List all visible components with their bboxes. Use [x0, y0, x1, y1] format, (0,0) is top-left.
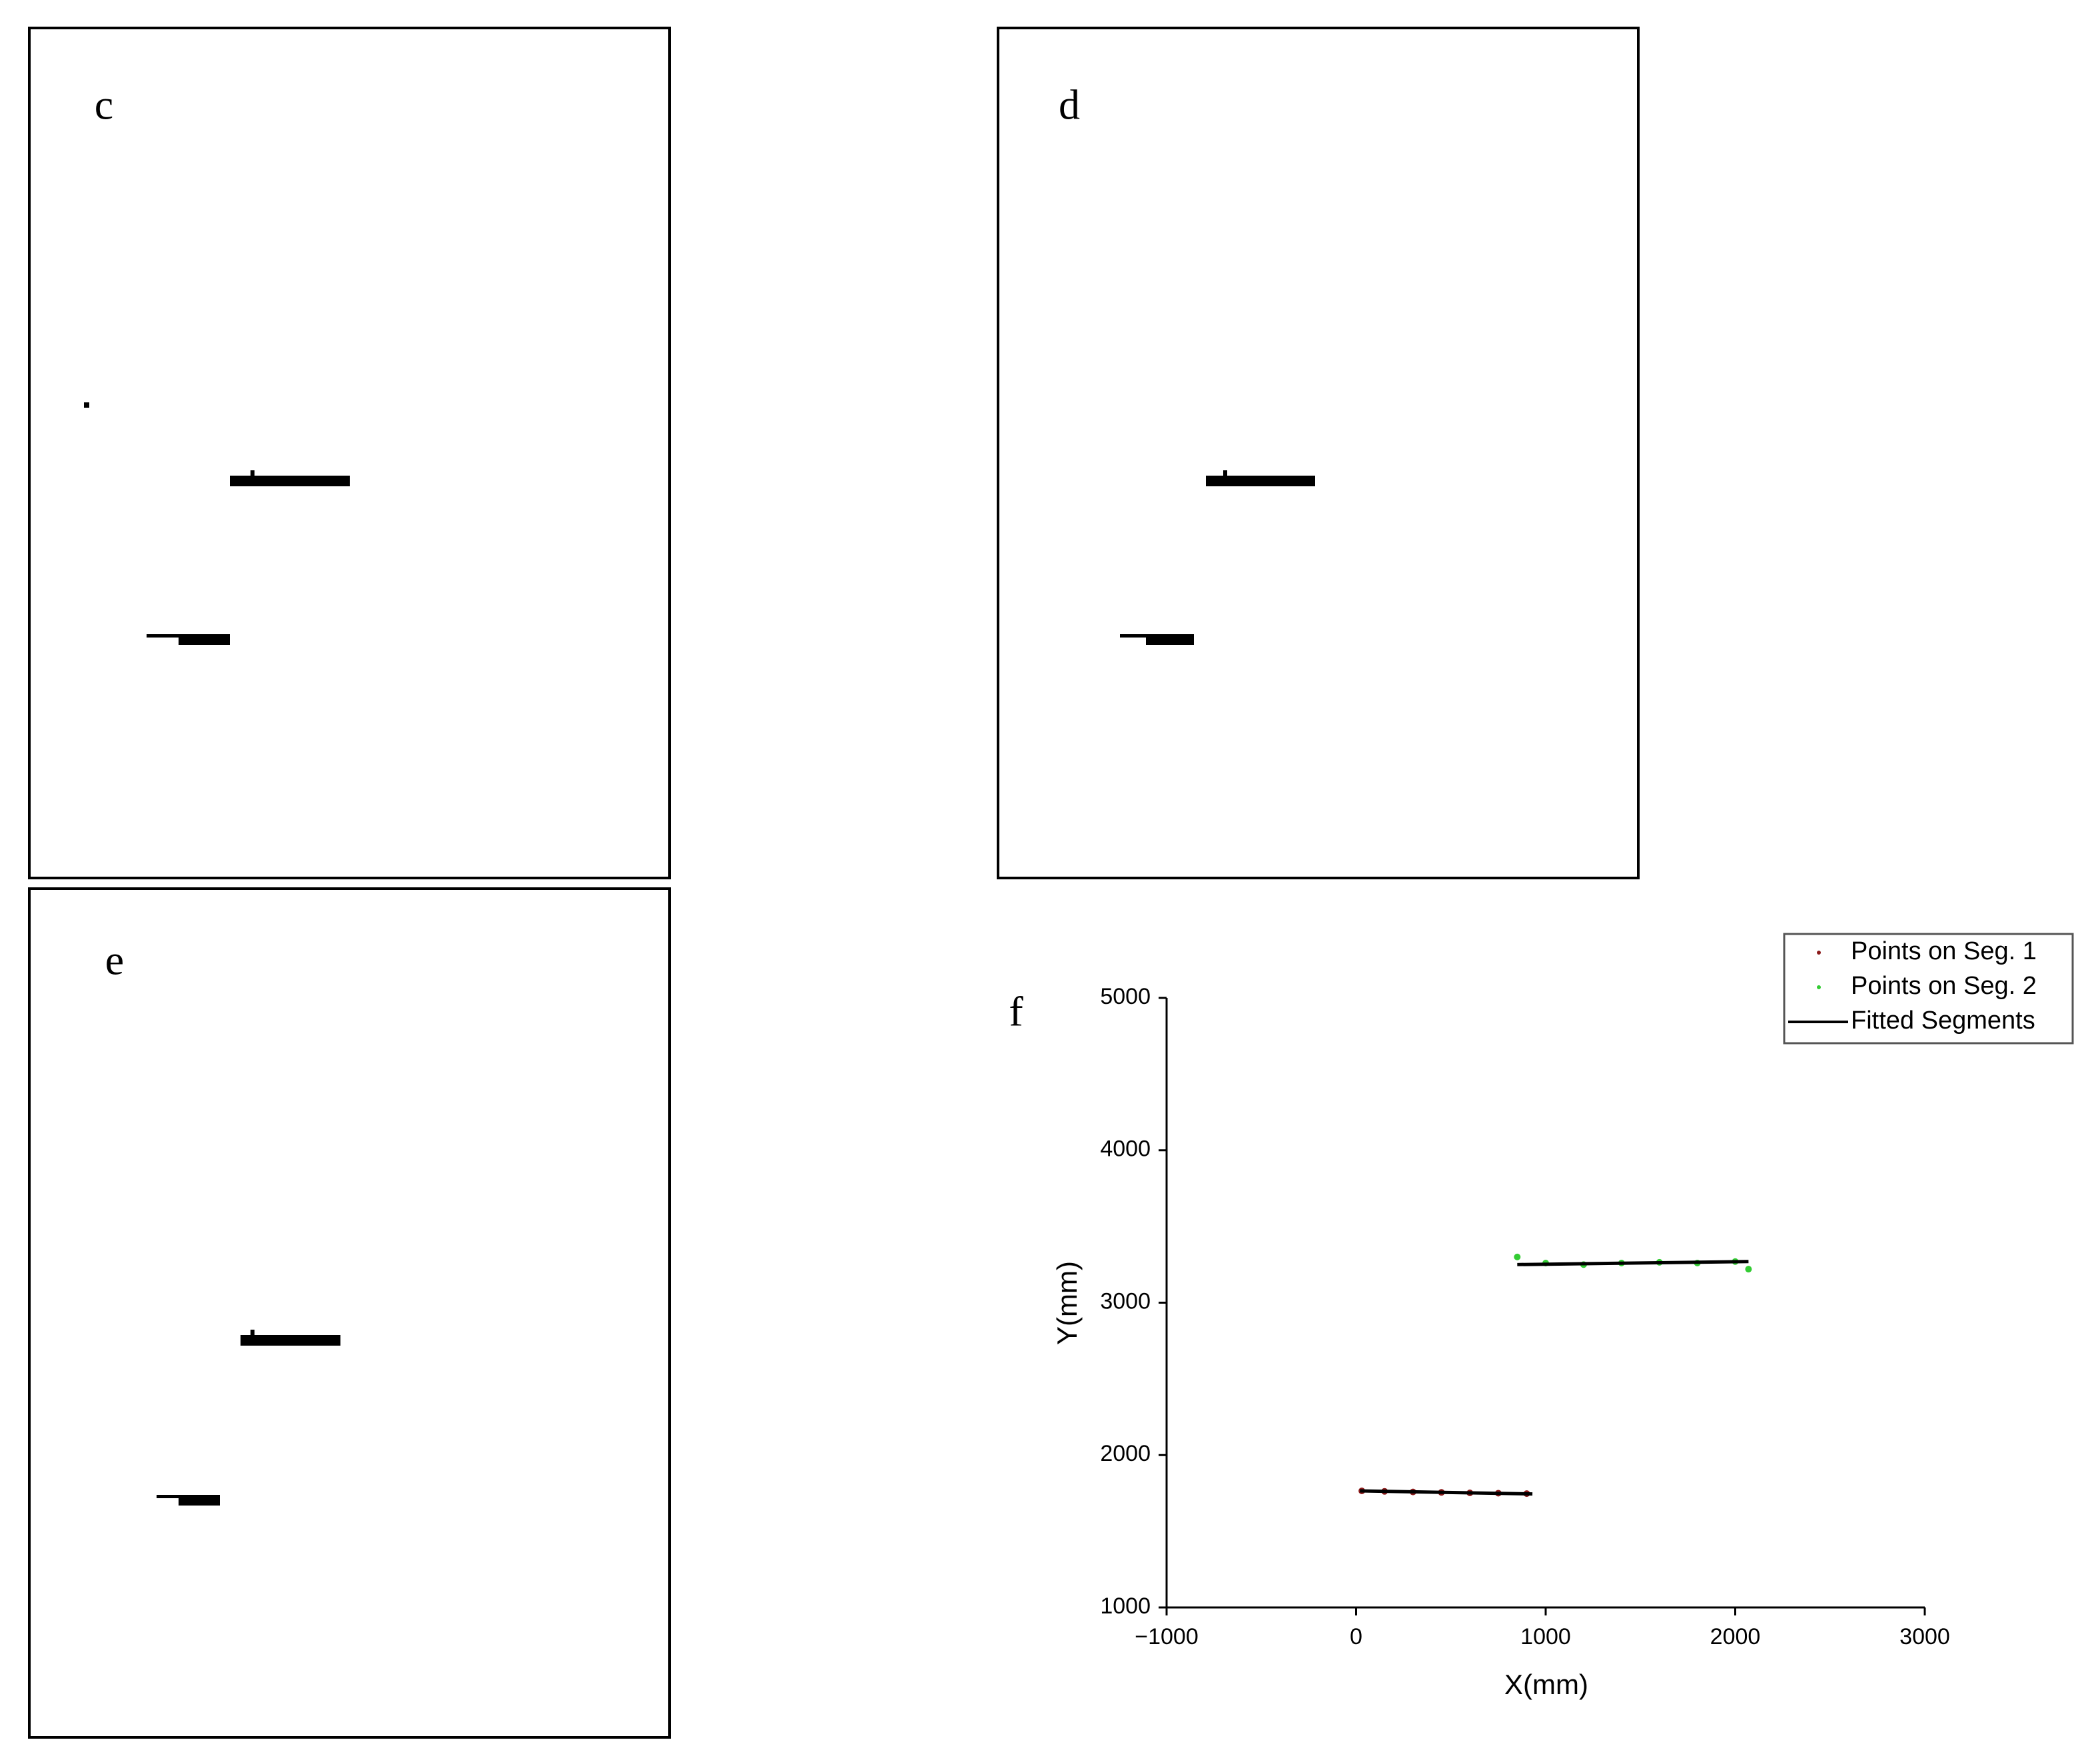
- blob: [1120, 634, 1147, 638]
- point: [1514, 1253, 1521, 1260]
- blob: [1146, 634, 1194, 645]
- y-tick-label: 5000: [1100, 984, 1151, 1009]
- panel-frame: [997, 27, 1640, 879]
- legend-box: [1783, 933, 2074, 1045]
- legend-label: Fitted Segments: [1851, 1007, 2035, 1035]
- legend-label: Points on Seg. 1: [1851, 937, 2037, 965]
- panel-label: d: [1059, 81, 1080, 129]
- y-tick-label: 3000: [1100, 1288, 1151, 1314]
- blob: [1206, 476, 1315, 486]
- blob: [251, 470, 255, 477]
- blob: [1223, 470, 1227, 477]
- blob: [147, 634, 180, 638]
- panel-label: e: [105, 937, 124, 984]
- y-tick-label: 4000: [1100, 1136, 1151, 1162]
- blob: [179, 1495, 220, 1506]
- legend-swatch: [1817, 985, 1821, 989]
- x-tick-label: 0: [1350, 1624, 1362, 1649]
- segment-blobs: [84, 402, 1315, 1506]
- legend-swatch: [1817, 951, 1821, 955]
- legend-label: Points on Seg. 2: [1851, 972, 2037, 1000]
- panel-label: f: [1009, 988, 1023, 1035]
- x-tick-label: −1000: [1135, 1624, 1199, 1649]
- fitted-line: [1360, 1260, 1749, 1496]
- blob: [230, 476, 350, 486]
- blob: [251, 1330, 255, 1336]
- y-tick-label: 1000: [1100, 1593, 1151, 1619]
- x-tick-label: 3000: [1899, 1624, 1950, 1649]
- point: [1745, 1266, 1752, 1273]
- x-axis-label: X(mm): [1504, 1669, 1588, 1700]
- x-tick-label: 2000: [1710, 1624, 1761, 1649]
- y-tick-label: 2000: [1100, 1441, 1151, 1466]
- panel-label: c: [95, 81, 113, 129]
- x-tick-label: 1000: [1520, 1624, 1571, 1649]
- panel-frame: [28, 27, 671, 879]
- blob: [241, 1335, 340, 1346]
- panel-frame: [28, 887, 671, 1739]
- blob: [179, 634, 230, 645]
- y-axis-label: Y(mm): [1051, 1261, 1083, 1345]
- blob: [84, 402, 89, 408]
- blob: [157, 1495, 181, 1498]
